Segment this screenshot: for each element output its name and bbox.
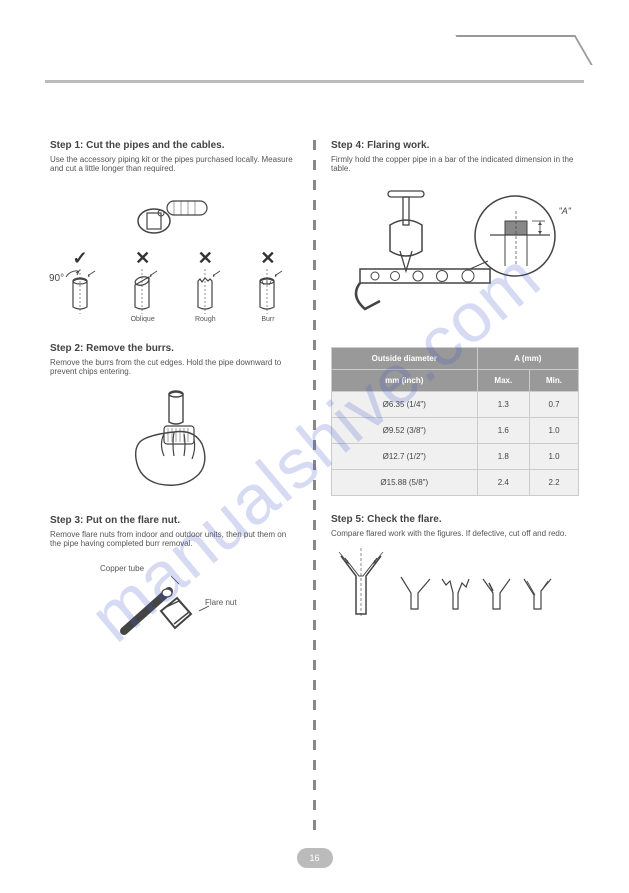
step1-text: Use the accessory piping kit or the pipe… — [50, 155, 298, 173]
step5-title: Step 5: Check the flare. — [331, 514, 579, 525]
column-divider — [313, 140, 316, 833]
th-unit: mm (inch) — [332, 370, 478, 392]
defect-inclined-icon — [397, 571, 432, 611]
angle-90-label: 90° — [49, 273, 64, 284]
flare-dimension-table: Outside diameter A (mm) mm (inch) Max. M… — [331, 347, 579, 496]
cut-rough: ✕ Rough — [180, 247, 230, 323]
th-diameter: Outside diameter — [332, 348, 478, 370]
step2-text: Remove the burrs from the cut edges. Hol… — [50, 358, 298, 376]
defect-flares — [397, 571, 555, 611]
cut-oblique: ✕ Oblique — [118, 247, 168, 323]
step1-title: Step 1: Cut the pipes and the cables. — [50, 140, 298, 151]
x-icon: ✕ — [243, 247, 293, 269]
step4-title: Step 4: Flaring work. — [331, 140, 579, 151]
table-row: Ø12.7 (1/2") 1.8 1.0 — [332, 444, 579, 470]
burr-label: Burr — [243, 316, 293, 323]
x-icon: ✕ — [118, 247, 168, 269]
corner-decoration — [455, 35, 592, 65]
step4-text: Firmly hold the copper pipe in a bar of … — [331, 155, 579, 173]
copper-tube-label: Copper tube — [100, 564, 144, 573]
flare-nut-label: Flare nut — [205, 598, 237, 607]
th-a: A (mm) — [477, 348, 578, 370]
deburr-illustration — [50, 384, 298, 494]
correct-flare-icon — [331, 546, 391, 616]
defect-cracked-icon — [479, 571, 514, 611]
cut-comparison-row: ✓ 90° ✕ — [50, 247, 298, 323]
th-min: Min. — [530, 370, 579, 392]
th-max: Max. — [477, 370, 529, 392]
defect-uneven-icon — [520, 571, 555, 611]
rough-label: Rough — [180, 316, 230, 323]
defect-damaged-icon — [438, 571, 473, 611]
cut-good: ✓ 90° — [55, 247, 105, 316]
oblique-label: Oblique — [118, 316, 168, 323]
flare-nut-illustration: Flare nut Copper tube — [50, 556, 298, 656]
check-icon: ✓ — [55, 247, 105, 269]
table-row: Ø15.88 (5/8") 2.4 2.2 — [332, 470, 579, 496]
step3-title: Step 3: Put on the flare nut. — [50, 515, 298, 526]
step2-title: Step 2: Remove the burrs. — [50, 343, 298, 354]
cut-burr: ✕ Burr — [243, 247, 293, 323]
content-area: Step 1: Cut the pipes and the cables. Us… — [50, 140, 579, 833]
table-row: Ø6.35 (1/4") 1.3 0.7 — [332, 392, 579, 418]
table-row: Ø9.52 (3/8") 1.6 1.0 — [332, 418, 579, 444]
left-column: Step 1: Cut the pipes and the cables. Us… — [50, 140, 298, 833]
flare-check-row — [331, 546, 579, 618]
right-column: Step 4: Flaring work. Firmly hold the co… — [331, 140, 579, 833]
header-rule — [45, 80, 584, 83]
dimension-a-label: "A" — [559, 206, 571, 216]
x-icon: ✕ — [180, 247, 230, 269]
flaring-tool-illustration: "A" — [331, 181, 579, 341]
step5-text: Compare flared work with the figures. If… — [331, 529, 579, 538]
page-number: 16 — [297, 848, 333, 868]
pipe-cutter-illustration — [50, 181, 298, 241]
step3-text: Remove flare nuts from indoor and outdoo… — [50, 530, 298, 548]
